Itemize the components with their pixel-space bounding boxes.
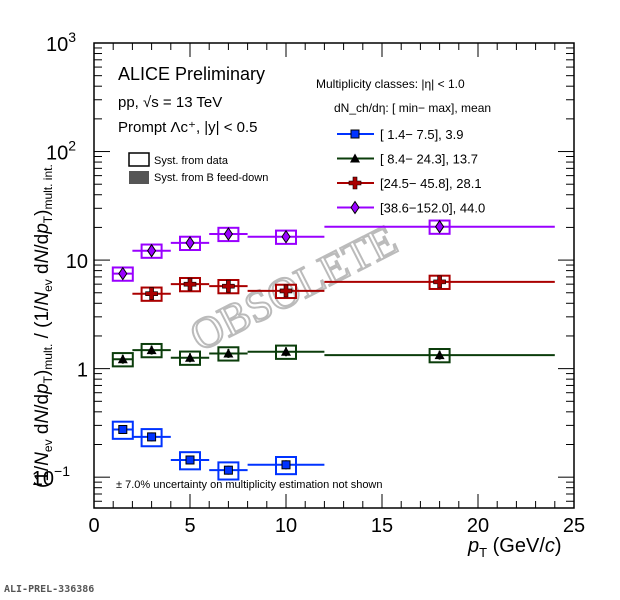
marker-square	[185, 455, 195, 465]
legend-entry: [ 1.4− 7.5], 3.9	[380, 127, 463, 142]
marker-triangle	[281, 346, 291, 356]
syst-box	[111, 420, 134, 440]
marker-square	[223, 465, 233, 475]
alice-label: ALICE Preliminary	[118, 64, 265, 84]
marker-diamond	[185, 235, 195, 250]
marker-square	[350, 129, 360, 139]
marker-triangle	[350, 153, 360, 163]
y-tick-label: 10	[66, 251, 88, 273]
syst-box	[140, 342, 163, 359]
syst-bfd-swatch	[129, 171, 149, 184]
series-2	[132, 274, 555, 302]
plot-frame	[93, 42, 575, 509]
y-tick-label: 1	[77, 360, 88, 382]
x-tick-label: 15	[371, 515, 393, 537]
x-tick-label: 5	[184, 515, 195, 537]
figure-id: ALI-PREL-336386	[4, 584, 95, 595]
syst-box	[179, 451, 201, 471]
syst-data-label: Syst. from data	[154, 155, 229, 167]
marker-cross	[279, 284, 293, 298]
marker-cross	[222, 279, 235, 293]
legend-subtitle: dN_ch/dη: [ min− max], mean	[334, 101, 491, 115]
legend-entry: [ 8.4− 24.3], 13.7	[380, 152, 478, 167]
marker-cross	[433, 275, 446, 289]
x-tick-label: 20	[467, 515, 489, 537]
syst-data-swatch	[128, 152, 150, 167]
marker-triangle	[434, 350, 445, 360]
series-3	[111, 219, 555, 282]
x-axis-label: pT (GeV/c)	[467, 535, 562, 560]
syst-bfd-label: Syst. from B feed-down	[154, 172, 268, 184]
collision-label: pp, √s = 13 TeV	[118, 94, 222, 111]
legend-entry: [38.6−152.0], 44.0	[380, 201, 485, 216]
marker-square	[118, 424, 128, 434]
marker-diamond	[281, 229, 291, 244]
y-tick-label: 103	[46, 29, 76, 56]
marker-square	[281, 460, 291, 470]
syst-box	[428, 348, 451, 364]
note-label: ± 7.0% uncertainty on multiplicity estim…	[116, 479, 383, 491]
series-1	[111, 342, 555, 368]
marker-diamond	[118, 266, 128, 281]
syst-box	[217, 346, 240, 362]
legend-entry: [24.5− 45.8], 28.1	[380, 176, 482, 191]
marker-diamond	[223, 227, 234, 241]
marker-diamond	[146, 243, 157, 258]
syst-box	[111, 352, 134, 368]
legend-title: Multiplicity classes: |η| < 1.0	[316, 77, 465, 91]
marker-cross	[145, 287, 158, 301]
marker-triangle	[185, 352, 195, 362]
x-tick-label: 10	[275, 515, 297, 537]
y-axis-label: (1/Nev dN/dpT)mult. / (1/Nev dN/dpT)mult…	[32, 164, 55, 488]
marker-cross	[183, 277, 197, 291]
marker-diamond	[434, 219, 445, 234]
series-0	[111, 420, 325, 481]
y-tick-label: 102	[46, 138, 76, 165]
particle-label: Prompt Λc⁺, |y| < 0.5	[118, 119, 258, 136]
syst-box	[275, 344, 297, 360]
syst-box	[217, 461, 240, 481]
marker-cross	[348, 176, 362, 190]
marker-triangle	[223, 348, 234, 358]
x-tick-label: 25	[563, 515, 585, 537]
syst-box	[179, 350, 201, 366]
marker-triangle	[117, 354, 128, 364]
x-tick-label: 0	[88, 515, 99, 537]
syst-box	[275, 456, 297, 476]
marker-square	[147, 432, 157, 442]
marker-diamond	[350, 200, 360, 215]
syst-box	[140, 428, 163, 448]
marker-triangle	[146, 345, 157, 355]
